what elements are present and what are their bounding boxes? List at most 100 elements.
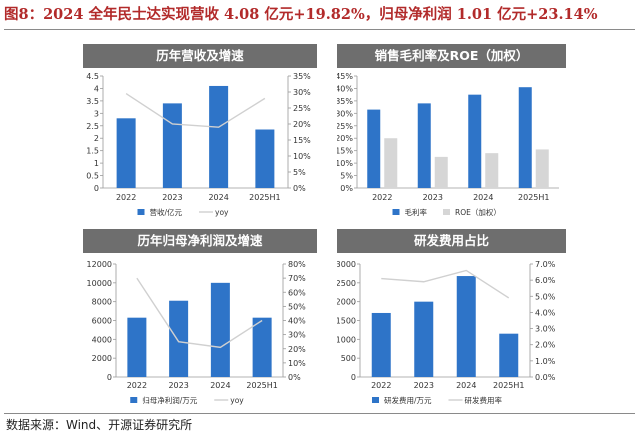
category-label: 2024 <box>473 193 493 202</box>
category-label: 2023 <box>414 381 434 390</box>
right-tick-label: 20% <box>288 345 306 354</box>
bar-2023 <box>417 103 431 188</box>
right-tick-label: 5% <box>293 168 306 177</box>
bar-2022 <box>384 138 398 188</box>
legend-swatch <box>137 209 145 215</box>
bar-2024 <box>209 85 229 188</box>
bar-2025H1 <box>518 87 532 188</box>
bar-2025H1 <box>255 129 275 188</box>
left-tick-label: 40% <box>337 84 353 93</box>
left-tick-label: 2500 <box>337 279 356 288</box>
left-tick-label: 500 <box>341 354 356 363</box>
legend-swatch <box>130 397 138 403</box>
right-tick-label: 20% <box>293 120 311 129</box>
source-note: 数据来源：Wind、开源证券研究所 <box>6 418 193 432</box>
category-label: 2023 <box>162 193 182 202</box>
rd-chart: 0 500 1000 1500 2000 2500 3000 0.0% 1.0% 2.0% 3.0%… <box>337 260 556 405</box>
right-tick-label: 40% <box>288 317 306 326</box>
right-tick-label: 5.0% <box>535 292 556 301</box>
right-tick-label: 2.0% <box>535 341 556 350</box>
right-tick-label: 7.0% <box>535 260 556 269</box>
figure-title: 图8：2024 全年民士达实现营收 4.08 亿元+19.82%，归母净利润 1… <box>4 6 598 23</box>
bar-2025H1 <box>499 333 519 377</box>
legend-label: yoy <box>215 208 229 217</box>
right-tick-label: 3.0% <box>535 325 556 334</box>
left-tick-label: 0.5 <box>86 172 99 181</box>
left-tick-label: 3 <box>94 109 99 118</box>
rd-chart-title: 研发费用占比 <box>337 229 566 253</box>
revenue-chart-title: 历年营收及增速 <box>83 44 317 68</box>
right-tick-label: 10% <box>288 359 306 368</box>
legend-swatch <box>392 209 400 215</box>
right-tick-label: 25% <box>293 104 311 113</box>
right-tick-label: 60% <box>288 288 306 297</box>
left-tick-label: 35% <box>337 97 353 106</box>
revenue-panel: 历年营收及增速 0 0.5 1 1.5 2 2.5 3 3.5 4 4.5 0% 5% 10% 15% 20… <box>83 44 317 222</box>
left-tick-label: 1000 <box>337 335 356 344</box>
revenue-chart: 0 0.5 1 1.5 2 2.5 3 3.5 4 4.5 0% 5% 10% 15% 20% 25% 30% 3… <box>86 72 311 217</box>
left-tick-label: 1500 <box>337 317 356 326</box>
legend-label: yoy <box>230 396 244 405</box>
right-tick-label: 15% <box>293 136 311 145</box>
left-tick-label: 12000 <box>87 260 112 269</box>
right-tick-label: 35% <box>293 72 311 81</box>
category-label: 2023 <box>423 193 443 202</box>
legend-label: 毛利率 <box>405 207 428 217</box>
net-profit-panel: 历年归母净利润及增速 0 2000 4000 6000 8000 10000 12000 0%… <box>83 229 317 411</box>
left-tick-label: 15% <box>337 147 353 156</box>
left-tick-label: 20% <box>337 134 353 143</box>
left-tick-label: 4000 <box>92 335 112 344</box>
left-tick-label: 4.5 <box>86 72 99 81</box>
legend-label: ROE（加权） <box>455 207 501 217</box>
bar-2023 <box>414 301 434 377</box>
margin-chart: 0% 5% 10% 15% 20% 25% 30% 35% 40% 45% 2022 2023 2024… <box>337 72 559 217</box>
net-profit-chart-title: 历年归母净利润及增速 <box>83 229 317 253</box>
category-label: 2024 <box>456 381 476 390</box>
left-tick-label: 6000 <box>92 317 112 326</box>
right-tick-label: 30% <box>293 88 311 97</box>
left-tick-label: 5% <box>340 172 353 181</box>
legend-swatch <box>372 397 379 403</box>
right-tick-label: 6.0% <box>535 276 556 285</box>
left-tick-label: 0 <box>94 184 99 193</box>
net-profit-chart: 0 2000 4000 6000 8000 10000 12000 0% 10% 20% 30% 40… <box>87 260 307 405</box>
legend-label: 归母净利润/万元 <box>142 395 198 405</box>
category-label: 2025H1 <box>493 381 524 390</box>
source-divider <box>4 413 635 414</box>
series-line <box>381 269 510 299</box>
legend-label: 研发费用/万元 <box>384 395 432 405</box>
category-label: 2022 <box>127 381 147 390</box>
right-tick-label: 10% <box>293 152 311 161</box>
right-tick-label: 70% <box>288 274 306 283</box>
left-tick-label: 0 <box>351 373 356 382</box>
left-tick-label: 2000 <box>92 354 112 363</box>
category-label: 2023 <box>168 381 188 390</box>
right-tick-label: 0% <box>293 184 306 193</box>
right-tick-label: 50% <box>288 302 306 311</box>
legend-label: 营收/亿元 <box>150 207 183 217</box>
left-tick-label: 1.5 <box>86 147 99 156</box>
series-line <box>136 277 263 349</box>
bar-2024 <box>210 282 230 377</box>
bar-2022 <box>367 109 381 188</box>
legend-label: 研发费用率 <box>465 395 503 405</box>
bar-2024 <box>485 153 499 188</box>
category-label: 2025H1 <box>249 193 280 202</box>
category-label: 2022 <box>372 193 392 202</box>
category-label: 2025H1 <box>518 193 549 202</box>
left-tick-label: 8000 <box>92 298 112 307</box>
margin-panel: 销售毛利率及ROE（加权） 0% 5% 10% 15% 20% 25% 30% 35% 40% 4… <box>337 44 566 222</box>
left-tick-label: 10% <box>337 159 353 168</box>
left-tick-label: 45% <box>337 72 353 81</box>
title-divider <box>4 29 635 30</box>
right-tick-label: 30% <box>288 331 306 340</box>
bar-2023 <box>169 300 189 377</box>
category-label: 2022 <box>116 193 136 202</box>
left-tick-label: 3000 <box>337 260 356 269</box>
left-tick-label: 2000 <box>337 298 356 307</box>
category-label: 2025H1 <box>246 381 277 390</box>
right-tick-label: 4.0% <box>535 308 556 317</box>
category-label: 2022 <box>371 381 391 390</box>
bar-2022 <box>116 118 136 188</box>
category-label: 2024 <box>208 193 228 202</box>
